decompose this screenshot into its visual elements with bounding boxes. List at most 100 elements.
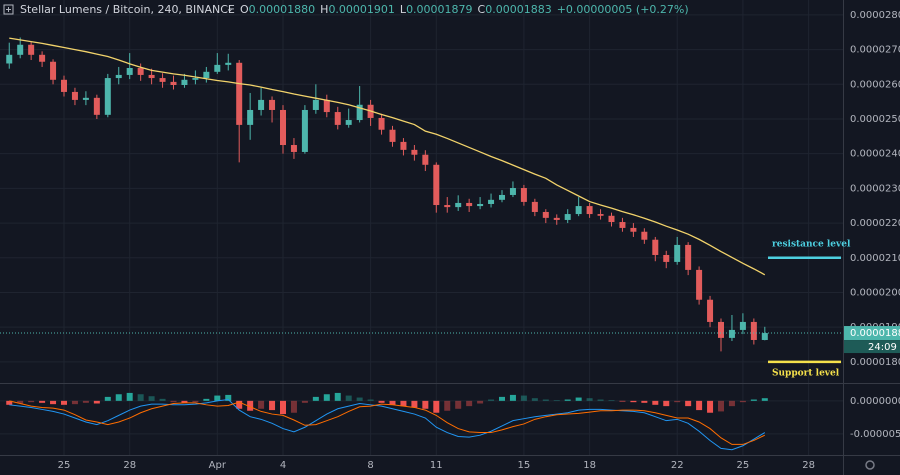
annotation-text: resistance level xyxy=(772,239,851,249)
y-tick-label: 0.00001800 xyxy=(850,357,900,368)
histogram-bar xyxy=(104,396,111,401)
histogram-bar xyxy=(663,400,670,407)
histogram-bar xyxy=(696,400,703,411)
x-tick-label: 18 xyxy=(583,460,596,471)
histogram-bar xyxy=(61,400,67,405)
histogram-bar xyxy=(400,400,407,407)
histogram-bar xyxy=(597,399,604,401)
histogram-bar xyxy=(761,398,768,401)
histogram-bar xyxy=(553,400,560,401)
histogram-bar xyxy=(236,400,243,409)
x-tick-label: Apr xyxy=(209,460,227,471)
y-tick-label: 0.00002200 xyxy=(850,218,900,229)
histogram-bar xyxy=(389,400,396,405)
ohlc-value: 0.00001879 xyxy=(406,3,472,16)
histogram-bar xyxy=(280,400,286,415)
histogram-bar xyxy=(334,392,341,401)
candle-body xyxy=(455,202,462,208)
countdown-box xyxy=(844,340,900,354)
histogram-bar xyxy=(258,400,265,409)
histogram-bar xyxy=(323,394,330,401)
histogram-bar xyxy=(531,398,538,401)
histogram-bar xyxy=(367,399,374,401)
candle-body xyxy=(696,269,703,300)
histogram-bar xyxy=(82,400,89,403)
y-tick-label: 0.00002600 xyxy=(850,79,900,90)
candle-body xyxy=(707,299,714,322)
candle-body xyxy=(323,99,330,113)
histogram-bar xyxy=(652,400,659,405)
y-tick-label: 0.00002000 xyxy=(850,287,900,298)
histogram-bar xyxy=(466,400,473,407)
candle-body xyxy=(608,215,615,223)
candle-body xyxy=(203,71,210,79)
dropdown-icon[interactable]: ⌄ xyxy=(226,5,234,15)
histogram-bar xyxy=(488,399,495,401)
candle-body xyxy=(400,141,407,150)
y-tick-label: -0.0000050 xyxy=(850,429,900,440)
candle-body xyxy=(269,99,276,110)
y-tick-label: 0.0000000 xyxy=(850,396,900,407)
candle-body xyxy=(389,129,396,142)
histogram-bar xyxy=(411,400,418,408)
histogram-bar xyxy=(356,397,363,401)
candle-body xyxy=(378,117,385,130)
candle-body xyxy=(499,194,505,200)
candle-body xyxy=(6,54,13,64)
expand-icon[interactable] xyxy=(3,4,14,15)
candle-body xyxy=(334,112,341,125)
x-tick-label: 28 xyxy=(802,460,815,471)
y-tick-label: 0.00002100 xyxy=(850,253,900,264)
marks xyxy=(6,37,768,451)
ohlc-value: 0.00001901 xyxy=(328,3,394,16)
histogram-bar xyxy=(477,400,484,404)
annotation-text: Support level xyxy=(772,368,840,378)
histogram-bar xyxy=(159,398,166,401)
candle-body xyxy=(104,78,111,115)
histogram-bar xyxy=(137,394,144,401)
y-tick-label: 0.00002300 xyxy=(850,183,900,194)
candle-body xyxy=(39,54,46,62)
histogram-bar xyxy=(301,400,308,403)
candle-body xyxy=(586,206,593,215)
histogram-bar xyxy=(115,394,122,401)
candle-body xyxy=(28,44,35,55)
x-tick-label: 28 xyxy=(123,460,136,471)
histogram-bar xyxy=(630,400,637,403)
histogram-bar xyxy=(170,400,177,403)
countdown: 24:09 xyxy=(868,342,897,353)
x-tick-label: 25 xyxy=(58,460,71,471)
candle-body xyxy=(466,202,473,207)
candle-body xyxy=(509,188,516,195)
candle-body xyxy=(225,62,232,65)
candle-body xyxy=(17,44,24,55)
moving-average xyxy=(9,37,766,276)
candle-body xyxy=(159,78,166,82)
candle-body xyxy=(345,120,352,125)
x-tick-label: 22 xyxy=(671,460,684,471)
candle-body xyxy=(739,321,746,330)
histogram-bar xyxy=(378,400,385,403)
histogram-bar xyxy=(148,396,155,401)
candle-body xyxy=(192,78,199,80)
x-tick-label: 15 xyxy=(518,460,531,471)
candle-body xyxy=(422,154,429,165)
settings-icon[interactable] xyxy=(865,460,875,470)
y-tick-label: 0.00002500 xyxy=(850,114,900,125)
histogram-bar xyxy=(707,400,714,413)
histogram-bar xyxy=(28,400,35,403)
histogram-bar xyxy=(50,400,57,405)
ohlc-label: H xyxy=(320,3,328,16)
candle-body xyxy=(652,239,659,255)
histogram-bar xyxy=(269,400,276,411)
ohlc-label: L xyxy=(400,3,407,16)
candle-body xyxy=(575,206,582,215)
candle-body xyxy=(531,201,538,212)
histogram-bar xyxy=(641,400,648,403)
histogram-bar xyxy=(564,399,571,401)
histogram-bar xyxy=(728,400,735,407)
candle-body xyxy=(433,164,440,206)
